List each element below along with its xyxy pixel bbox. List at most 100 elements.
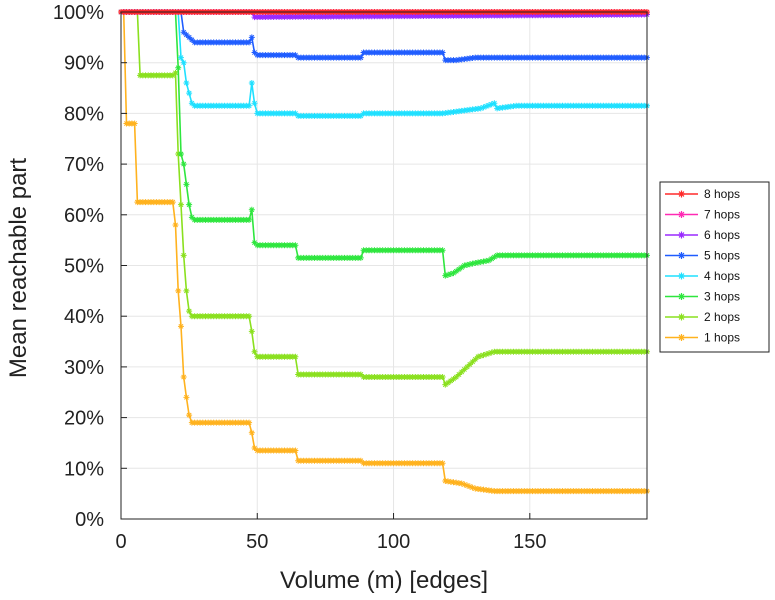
series-marker-2-hops [180, 252, 187, 259]
y-tick-label: 40% [64, 306, 104, 328]
series-marker-2-hops [447, 377, 454, 384]
series-marker-1-hops [169, 199, 176, 206]
legend-marker [678, 252, 685, 259]
series-marker-2-hops [458, 368, 465, 375]
legend-label: 8 hops [704, 187, 740, 201]
y-axis-label: Mean reachable part [5, 158, 32, 378]
legend-marker [678, 334, 685, 341]
series-marker-4-hops [186, 90, 193, 97]
series-marker-2-hops [485, 350, 492, 357]
series-4-hops [118, 9, 650, 119]
series-marker-3-hops [251, 239, 258, 246]
series-marker-2-hops [480, 352, 487, 359]
series-marker-1-hops [246, 419, 253, 426]
x-axis-label: Volume (m) [edges] [280, 567, 488, 594]
legend-label: 4 hops [704, 269, 740, 283]
series-marker-1-hops [131, 120, 138, 127]
series-marker-2-hops [453, 374, 460, 381]
y-tick-label: 90% [64, 53, 104, 75]
series-marker-5-hops [251, 49, 258, 56]
series-marker-4-hops [357, 112, 364, 119]
series-line-4-hops [121, 11, 647, 117]
legend-item-1-hops: 1 hops [665, 331, 740, 345]
series-marker-3-hops [458, 264, 465, 271]
series-marker-1-hops [461, 481, 468, 488]
series-marker-2-hops [439, 374, 446, 381]
series-marker-3-hops [461, 262, 468, 269]
series-marker-2-hops [292, 353, 299, 360]
legend-label: 3 hops [704, 290, 740, 304]
series-marker-3-hops [186, 201, 193, 208]
series-marker-5-hops [183, 31, 190, 38]
legend-label: 2 hops [704, 310, 740, 324]
series-marker-3-hops [472, 259, 479, 266]
series-marker-1-hops [248, 429, 255, 436]
legend-marker [678, 313, 685, 321]
series-marker-5-hops [292, 52, 299, 59]
series-marker-2-hops [248, 328, 255, 335]
series-marker-2-hops [472, 356, 479, 363]
series-marker-1-hops [458, 480, 465, 487]
series-marker-3-hops [177, 150, 184, 157]
series-marker-2-hops [477, 352, 484, 359]
x-tick-label: 100 [377, 531, 410, 553]
series-marker-4-hops [483, 103, 490, 110]
legend-label: 1 hops [704, 331, 740, 345]
series-marker-3-hops [455, 266, 462, 273]
series-marker-2-hops [169, 72, 176, 79]
series-marker-5-hops [357, 54, 364, 61]
legend-item-3-hops: 3 hops [665, 290, 740, 304]
legend-marker [678, 293, 685, 300]
x-axis-ticks: 0 50 100 150 [115, 513, 546, 553]
series-marker-2-hops [246, 313, 253, 320]
series-marker-3-hops [483, 257, 490, 264]
series-marker-4-hops [488, 101, 495, 108]
series-marker-5-hops [246, 39, 253, 46]
series-marker-1-hops [251, 445, 258, 452]
series-5-hops [118, 9, 650, 64]
series-marker-2-hops [450, 375, 457, 382]
series-marker-3-hops [442, 272, 449, 279]
legend-marker [678, 272, 685, 280]
legend-box [659, 181, 770, 353]
series-marker-2-hops [442, 381, 449, 388]
legend-marker [678, 231, 685, 239]
y-axis-ticks: 0% 10% 20% 30% 40% 50% 60% 70% 80% 90% 100% [53, 2, 127, 531]
series-marker-2-hops [177, 201, 184, 208]
series-marker-4-hops [188, 100, 195, 107]
series-marker-2-hops [461, 366, 468, 373]
series-marker-3-hops [477, 258, 484, 265]
series-marker-4-hops [246, 102, 253, 109]
y-tick-label: 30% [64, 357, 104, 379]
series-marker-5-hops [188, 36, 195, 43]
series-3-hops [118, 9, 650, 279]
series-marker-4-hops [248, 79, 255, 86]
legend-marker [678, 211, 685, 218]
series-marker-5-hops [439, 49, 446, 56]
x-tick-label: 150 [513, 531, 546, 553]
series-marker-3-hops [464, 261, 471, 268]
series-marker-1-hops [186, 412, 193, 419]
series-marker-1-hops [175, 287, 182, 294]
series-marker-5-hops [248, 34, 255, 41]
legend-item-7-hops: 7 hops [665, 208, 740, 222]
series-marker-2-hops [455, 371, 462, 378]
series-marker-3-hops [450, 270, 457, 277]
series-marker-2-hops [469, 358, 476, 365]
series-marker-3-hops [246, 216, 253, 223]
series-marker-4-hops [251, 100, 258, 107]
legend-item-4-hops: 4 hops [665, 269, 740, 283]
series-marker-3-hops [480, 258, 487, 265]
series-marker-4-hops [180, 59, 187, 66]
series-marker-2-hops [186, 308, 193, 315]
series-marker-2-hops [445, 379, 452, 386]
series-marker-4-hops [177, 54, 184, 61]
legend-label: 7 hops [704, 208, 740, 222]
legend-label: 6 hops [704, 228, 740, 242]
series-marker-4-hops [480, 104, 487, 111]
x-tick-label: 50 [246, 531, 268, 553]
series-marker-3-hops [188, 214, 195, 221]
legend-item-5-hops: 5 hops [665, 249, 740, 263]
series-6-hops [118, 9, 650, 21]
